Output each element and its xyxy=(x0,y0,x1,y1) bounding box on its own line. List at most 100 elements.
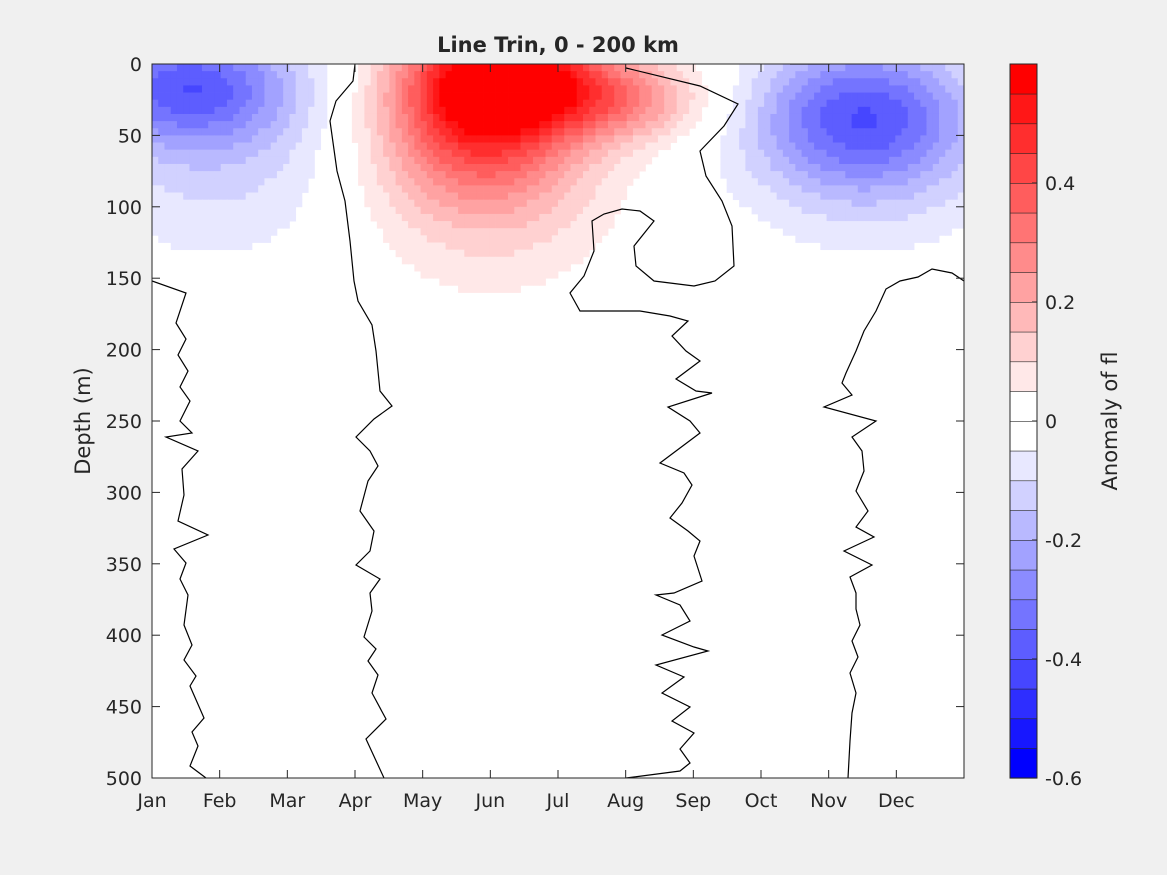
anomaly-cell xyxy=(857,171,865,179)
anomaly-cell xyxy=(164,113,172,122)
anomaly-cell xyxy=(907,171,915,179)
anomaly-cell xyxy=(164,128,172,136)
anomaly-cell xyxy=(876,71,884,79)
anomaly-cell xyxy=(589,135,596,143)
anomaly-cell xyxy=(201,71,209,79)
anomaly-cell xyxy=(632,156,640,165)
anomaly-cell xyxy=(751,128,759,136)
anomaly-cell xyxy=(526,121,534,129)
anomaly-cell xyxy=(364,113,372,122)
anomaly-cell xyxy=(208,71,215,79)
anomaly-cell xyxy=(258,64,265,72)
anomaly-cell xyxy=(639,106,646,115)
anomaly-cell xyxy=(226,106,234,115)
anomaly-cell xyxy=(801,171,809,179)
anomaly-cell xyxy=(782,185,790,193)
anomaly-cell xyxy=(533,249,540,258)
anomaly-cell xyxy=(801,228,809,236)
anomaly-cell xyxy=(832,142,840,151)
anomaly-cell xyxy=(183,221,190,229)
anomaly-cell xyxy=(945,199,952,208)
anomaly-cell xyxy=(370,99,378,108)
anomaly-cell xyxy=(945,85,952,93)
colorbar-tick-label: -0.4 xyxy=(1045,649,1082,671)
anomaly-cell xyxy=(620,142,628,151)
anomaly-cell xyxy=(745,156,753,165)
anomaly-cell xyxy=(820,121,827,129)
anomaly-cell xyxy=(476,278,484,286)
anomaly-cell xyxy=(245,149,253,158)
anomaly-cell xyxy=(576,228,584,236)
anomaly-cell xyxy=(814,171,821,179)
anomaly-cell xyxy=(439,85,446,93)
anomaly-cell xyxy=(451,228,459,236)
anomaly-cell xyxy=(170,106,178,115)
anomaly-cell xyxy=(951,64,959,72)
anomaly-cell xyxy=(476,99,484,108)
anomaly-cell xyxy=(489,163,496,172)
anomaly-cell xyxy=(664,64,671,72)
anomaly-cell xyxy=(470,185,478,193)
anomaly-cell xyxy=(389,192,396,201)
anomaly-cell xyxy=(832,178,840,186)
anomaly-cell xyxy=(801,135,809,143)
anomaly-cell xyxy=(957,213,964,222)
anomaly-cell xyxy=(383,178,390,186)
anomaly-cell xyxy=(370,142,378,151)
anomaly-cell xyxy=(589,121,596,129)
anomaly-cell xyxy=(226,64,234,72)
anomaly-cell xyxy=(545,113,553,122)
anomaly-cell xyxy=(582,213,590,222)
anomaly-cell xyxy=(607,178,615,186)
anomaly-cell xyxy=(551,149,559,158)
anomaly-cell xyxy=(289,92,297,101)
anomaly-cell xyxy=(195,206,203,215)
anomaly-cell xyxy=(420,106,428,115)
anomaly-cell xyxy=(595,199,603,208)
anomaly-cell xyxy=(558,113,565,122)
anomaly-cell xyxy=(826,185,834,193)
anomaly-cell xyxy=(664,99,671,108)
anomaly-cell xyxy=(226,228,234,236)
anomaly-cell xyxy=(558,92,565,101)
anomaly-cell xyxy=(408,78,415,86)
anomaly-cell xyxy=(851,178,859,186)
anomaly-cell xyxy=(514,178,521,186)
anomaly-cell xyxy=(520,85,528,93)
anomaly-cell xyxy=(233,121,240,129)
anomaly-cell xyxy=(914,113,921,122)
anomaly-cell xyxy=(914,171,921,179)
anomaly-cell xyxy=(408,149,415,158)
anomaly-cell xyxy=(414,256,421,265)
anomaly-cell xyxy=(845,92,852,101)
anomaly-cell xyxy=(589,78,596,86)
anomaly-cell xyxy=(208,106,215,115)
anomaly-cell xyxy=(551,99,559,108)
anomaly-cell xyxy=(189,235,197,243)
anomaly-cell xyxy=(751,199,759,208)
anomaly-cell xyxy=(764,149,771,158)
anomaly-cell xyxy=(376,192,384,201)
anomaly-cell xyxy=(283,92,290,101)
anomaly-cell xyxy=(301,121,309,129)
anomaly-cell xyxy=(939,185,946,193)
anomaly-cell xyxy=(501,206,509,215)
anomaly-cell xyxy=(501,78,509,86)
anomaly-cell xyxy=(889,206,896,215)
anomaly-cell xyxy=(495,135,503,143)
anomaly-cell xyxy=(189,85,197,93)
anomaly-cell xyxy=(832,128,840,136)
anomaly-cell xyxy=(545,149,553,158)
anomaly-cell xyxy=(458,135,465,143)
anomaly-cell xyxy=(226,135,234,143)
anomaly-cell xyxy=(870,78,877,86)
anomaly-cell xyxy=(582,128,590,136)
anomaly-cell xyxy=(645,135,653,143)
anomaly-cell xyxy=(239,142,247,151)
anomaly-cell xyxy=(176,213,184,222)
anomaly-cell xyxy=(395,206,403,215)
anomaly-cell xyxy=(882,199,890,208)
anomaly-cell xyxy=(558,242,565,251)
anomaly-cell xyxy=(426,213,434,222)
anomaly-cell xyxy=(839,192,846,201)
